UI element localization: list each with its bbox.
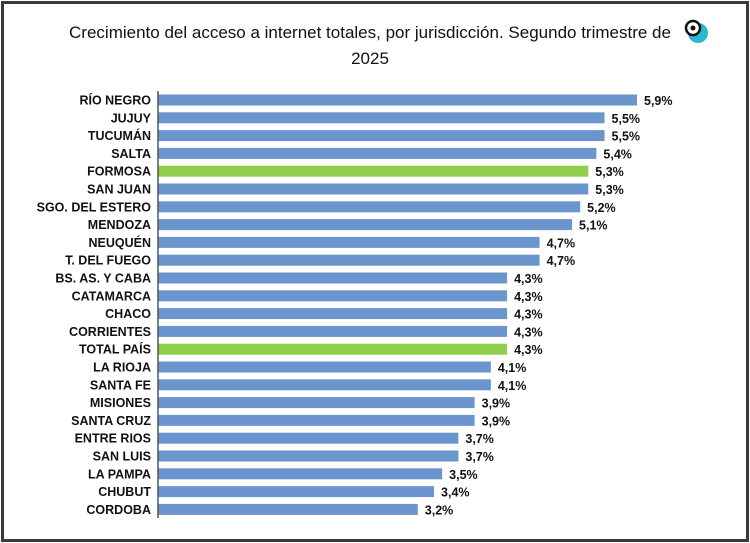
category-label: SANTA FE bbox=[90, 378, 151, 392]
bar-9 bbox=[158, 254, 540, 266]
data-label: 4,3% bbox=[514, 272, 543, 286]
data-label: 4,1% bbox=[498, 361, 526, 375]
category-label: TUCUMÁN bbox=[88, 128, 151, 143]
category-label: CHACO bbox=[105, 307, 151, 321]
bar-7 bbox=[158, 219, 573, 231]
category-label: SALTA bbox=[111, 147, 151, 161]
category-label: ENTRE RIOS bbox=[75, 432, 151, 446]
data-label: 5,3% bbox=[595, 165, 624, 179]
data-label: 5,5% bbox=[612, 112, 641, 126]
bar-4 bbox=[158, 165, 589, 177]
category-label: TOTAL PAÍS bbox=[79, 342, 151, 357]
data-label: 3,7% bbox=[465, 432, 494, 446]
category-label: FORMOSA bbox=[87, 165, 151, 179]
bar-22 bbox=[158, 486, 435, 498]
category-label: CORDOBA bbox=[86, 503, 151, 517]
data-label: 4,3% bbox=[514, 325, 543, 339]
bar-14 bbox=[158, 343, 508, 355]
category-label: SAN JUAN bbox=[87, 183, 151, 197]
data-label: 5,2% bbox=[587, 201, 616, 215]
category-label: T. DEL FUEGO bbox=[65, 254, 151, 268]
data-label: 3,7% bbox=[465, 450, 494, 464]
bar-21 bbox=[158, 468, 443, 480]
bar-18 bbox=[158, 414, 475, 426]
data-label: 3,9% bbox=[482, 414, 511, 428]
bar-3 bbox=[158, 147, 597, 159]
data-label: 5,5% bbox=[612, 130, 641, 144]
data-label: 4,3% bbox=[514, 343, 543, 357]
chart-title: Crecimiento del acceso a internet totale… bbox=[69, 23, 671, 68]
data-label: 5,9% bbox=[644, 94, 673, 108]
category-label: SAN LUIS bbox=[93, 450, 151, 464]
bar-1 bbox=[158, 112, 605, 124]
data-label: 4,7% bbox=[547, 254, 576, 268]
bar-16 bbox=[158, 379, 491, 391]
bar-11 bbox=[158, 290, 508, 302]
data-label: 5,4% bbox=[603, 147, 632, 161]
data-label: 5,3% bbox=[595, 183, 624, 197]
data-label: 3,9% bbox=[482, 397, 511, 411]
data-label: 3,5% bbox=[449, 468, 478, 482]
data-label: 4,3% bbox=[514, 290, 543, 304]
category-label: MISIONES bbox=[90, 396, 151, 410]
data-label: 3,2% bbox=[425, 503, 454, 517]
data-label: 4,1% bbox=[498, 379, 526, 393]
category-label: SANTA CRUZ bbox=[71, 414, 151, 428]
data-label: 4,3% bbox=[514, 308, 543, 322]
category-label: BS. AS. Y CABA bbox=[55, 272, 151, 286]
category-label: NEUQUÉN bbox=[88, 235, 151, 250]
bar-10 bbox=[158, 272, 508, 284]
bar-13 bbox=[158, 325, 508, 337]
bar-6 bbox=[158, 201, 581, 213]
data-label: 3,4% bbox=[441, 486, 470, 500]
category-label: LA PAMPA bbox=[88, 467, 151, 481]
bar-19 bbox=[158, 432, 459, 444]
category-label: MENDOZA bbox=[88, 218, 151, 232]
category-label: CHUBUT bbox=[98, 485, 151, 499]
bar-0 bbox=[158, 94, 637, 106]
bar-23 bbox=[158, 503, 418, 515]
category-label: JUJUY bbox=[111, 111, 152, 125]
category-label: RÍO NEGRO bbox=[79, 93, 151, 108]
magnifier-logo-icon bbox=[684, 19, 708, 43]
data-label: 4,7% bbox=[547, 236, 576, 250]
bar-5 bbox=[158, 183, 589, 195]
data-label: 5,1% bbox=[579, 219, 608, 233]
category-label: SGO. DEL ESTERO bbox=[37, 200, 152, 214]
bar-17 bbox=[158, 397, 475, 409]
bar-12 bbox=[158, 308, 508, 320]
bar-2 bbox=[158, 130, 605, 142]
bar-15 bbox=[158, 361, 491, 373]
category-label: CATAMARCA bbox=[72, 289, 151, 303]
bar-20 bbox=[158, 450, 459, 462]
category-label: LA RIOJA bbox=[93, 361, 151, 375]
bar-8 bbox=[158, 236, 540, 248]
category-label: CORRIENTES bbox=[69, 325, 151, 339]
